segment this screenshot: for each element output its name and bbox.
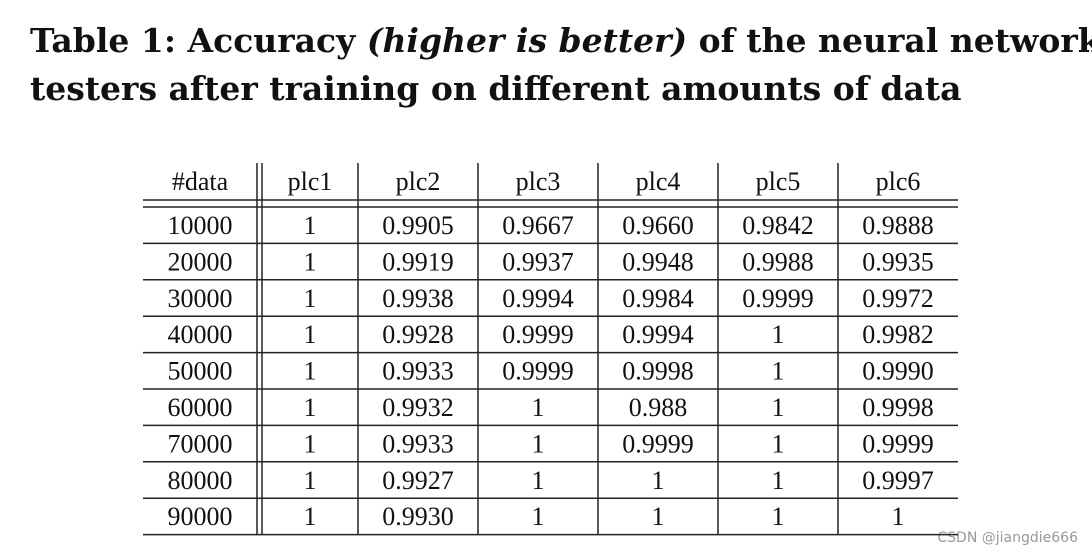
table-cell: 0.9927 — [382, 466, 454, 495]
table-cell: 0.9999 — [862, 429, 934, 458]
table-cell: 1 — [772, 429, 785, 458]
watermark: CSDN @jiangdie666 — [937, 530, 1078, 546]
table-cell: 0.9994 — [502, 284, 574, 313]
table-cell: 60000 — [168, 393, 233, 422]
title-emphasis: (higher is better) — [367, 21, 687, 60]
table-cell: 0.988 — [629, 393, 688, 422]
header-cell: plc1 — [288, 167, 333, 196]
table-cell: 1 — [772, 357, 785, 386]
table-cell: 0.9999 — [742, 284, 814, 313]
table-cell: 1 — [304, 429, 317, 458]
table-cell: 0.9984 — [622, 284, 694, 313]
table-cell: 1 — [304, 466, 317, 495]
table-cell: 1 — [304, 320, 317, 349]
table-cell: 1 — [532, 466, 545, 495]
header-cell: plc4 — [636, 167, 681, 196]
table-cell: 1 — [304, 211, 317, 240]
header-cell: #data — [172, 167, 229, 196]
title-line-1: Table 1: Accuracy (higher is better) of … — [30, 21, 1092, 60]
table-cell: 20000 — [168, 247, 233, 276]
table-cell: 1 — [532, 502, 545, 531]
table-cell: 1 — [652, 466, 665, 495]
title-line-2: testers after training on different amou… — [30, 69, 962, 108]
table-cell: 0.9842 — [742, 211, 814, 240]
table-cell: 1 — [304, 284, 317, 313]
table-cell: 1 — [772, 466, 785, 495]
table-cell: 80000 — [168, 466, 233, 495]
table-cell: 0.9990 — [862, 357, 934, 386]
header-cell: plc6 — [876, 167, 921, 196]
table-cell: 1 — [304, 357, 317, 386]
table-cell: 0.9988 — [742, 247, 814, 276]
table-cell: 1 — [772, 393, 785, 422]
table-cell: 10000 — [168, 211, 233, 240]
table-cell: 0.9982 — [862, 320, 934, 349]
table-cell: 0.9667 — [502, 211, 574, 240]
table-cell: 0.9999 — [502, 357, 574, 386]
table-cell: 1 — [304, 502, 317, 531]
table-cell: 30000 — [168, 284, 233, 313]
table-cell: 1 — [652, 502, 665, 531]
table-cell: 0.9660 — [622, 211, 694, 240]
table-cell: 1 — [772, 320, 785, 349]
header-cell: plc3 — [516, 167, 561, 196]
table-cell: 0.9997 — [862, 466, 934, 495]
table-cell: 0.9888 — [862, 211, 934, 240]
table-cell: 1 — [304, 393, 317, 422]
table-cell: 0.9919 — [382, 247, 454, 276]
table-cell: 0.9932 — [382, 393, 454, 422]
table-cell: 1 — [532, 429, 545, 458]
title-rest: of the neural network at- — [699, 21, 1092, 60]
title-label: Table 1: Accuracy — [30, 21, 356, 60]
table-cell: 90000 — [168, 502, 233, 531]
table-cell: 0.9938 — [382, 284, 454, 313]
table-cell: 70000 — [168, 429, 233, 458]
table-cell: 0.9933 — [382, 357, 454, 386]
table-cell: 0.9928 — [382, 320, 454, 349]
table-cell: 1 — [772, 502, 785, 531]
table-cell: 0.9998 — [622, 357, 694, 386]
header-cell: plc5 — [756, 167, 801, 196]
table-cell: 1 — [304, 247, 317, 276]
table-cell: 0.9948 — [622, 247, 694, 276]
table-cell: 0.9994 — [622, 320, 694, 349]
table-cell: 1 — [892, 502, 905, 531]
header-cell: plc2 — [396, 167, 441, 196]
table-cell: 0.9972 — [862, 284, 934, 313]
table-cell: 40000 — [168, 320, 233, 349]
table-cell: 50000 — [168, 357, 233, 386]
table-cell: 1 — [532, 393, 545, 422]
table-cell: 0.9999 — [622, 429, 694, 458]
table-cell: 0.9937 — [502, 247, 574, 276]
table-cell: 0.9935 — [862, 247, 934, 276]
table-cell: 0.9999 — [502, 320, 574, 349]
table-cell: 0.9905 — [382, 211, 454, 240]
table-cell: 0.9998 — [862, 393, 934, 422]
table-cell: 0.9933 — [382, 429, 454, 458]
table-cell: 0.9930 — [382, 502, 454, 531]
